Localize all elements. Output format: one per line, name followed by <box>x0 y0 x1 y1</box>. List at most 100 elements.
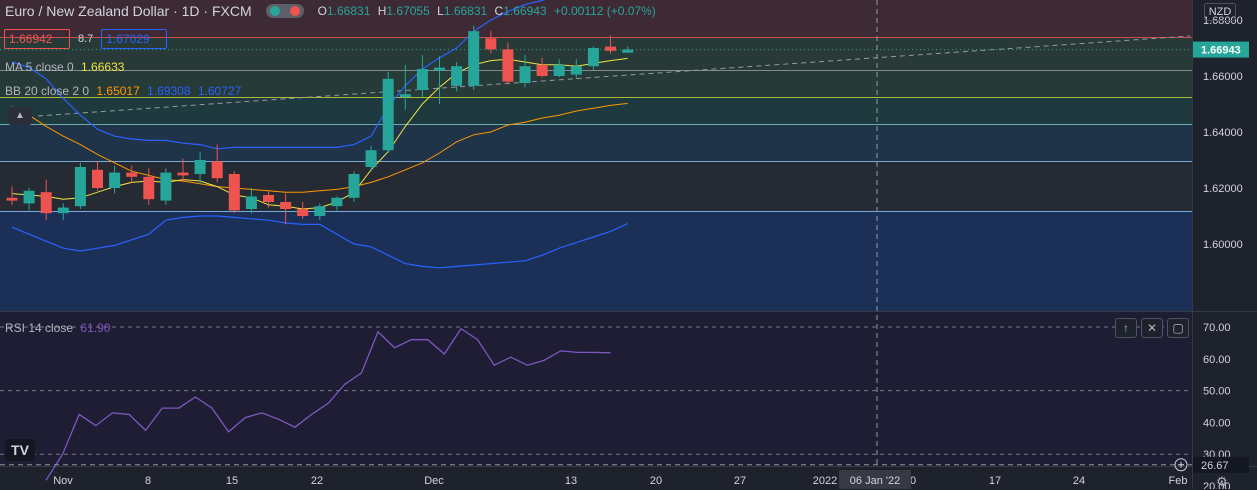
trade-buttons: 1.66942 8.7 1.67029 <box>4 29 168 49</box>
last-price-label: 1.66943 <box>1201 45 1241 57</box>
legend-header: Euro / New Zealand Dollar · 1D · FXCM O1… <box>0 0 656 22</box>
price-zone <box>0 211 1192 311</box>
time-tick-label: Dec <box>424 475 444 487</box>
crosshair-rsi-badge <box>1193 456 1249 473</box>
rsi-tick-label: 60.00 <box>1203 354 1231 366</box>
candle-body <box>485 38 497 50</box>
time-axis[interactable]: Nov81522Dec1320272022101724Feb <box>53 475 1187 487</box>
bb-legend[interactable]: BB 20 close 2 0 1.65017 1.69308 1.60727 <box>5 84 242 98</box>
price-zone <box>0 70 1192 97</box>
time-tick-label: Feb <box>1169 475 1188 487</box>
candle-body <box>228 174 240 211</box>
close-pane-icon[interactable]: ✕ <box>1141 318 1163 338</box>
time-tick-label: 15 <box>226 475 238 487</box>
open-value: 1.66831 <box>326 4 371 18</box>
candle-body <box>622 49 634 53</box>
ma-legend[interactable]: MA 5 close 0 1.66633 <box>5 60 125 74</box>
time-tick-label: Nov <box>53 475 73 487</box>
price-zone <box>0 124 1192 161</box>
candle-body <box>348 174 360 198</box>
collapse-legend-button[interactable]: ▲ <box>8 107 32 125</box>
buy-button[interactable]: 1.67029 <box>101 29 168 49</box>
rsi-pane-background <box>0 312 1192 466</box>
price-tick-label: 1.64000 <box>1203 127 1243 139</box>
candle-body <box>126 172 138 177</box>
candle-body <box>468 31 480 86</box>
symbol-title[interactable]: Euro / New Zealand Dollar · 1D · FXCM <box>5 3 252 19</box>
crosshair-date-label: 06 Jan '22 <box>850 475 900 487</box>
ohlc-values: O1.66831 H1.67055 L1.66831 C1.66943 +0.0… <box>317 4 656 18</box>
candle-body <box>502 49 514 82</box>
candle-body <box>331 197 343 207</box>
bb-lower-line <box>11 215 628 269</box>
add-level-icon <box>1174 458 1188 472</box>
candle-body <box>382 78 394 151</box>
price-tick-label: 1.60000 <box>1203 239 1243 251</box>
candle-body <box>109 172 121 188</box>
candle-body <box>263 195 274 202</box>
rsi-legend[interactable]: RSI 14 close 61.90 <box>5 321 111 335</box>
candle-body <box>245 196 257 209</box>
price-zone <box>0 0 1192 37</box>
tradingview-logo-icon: TV <box>5 439 35 461</box>
candle-body <box>553 64 565 76</box>
bb-basis-line <box>11 102 628 193</box>
maximize-pane-icon[interactable]: ▢ <box>1167 318 1189 338</box>
candle-body <box>6 197 18 201</box>
change-value: +0.00112 (+0.07%) <box>553 4 656 18</box>
time-tick-label: 13 <box>565 475 577 487</box>
time-tick-label: 20 <box>650 475 662 487</box>
price-tick-label: 1.68000 <box>1203 15 1243 27</box>
rsi-tick-label: 40.00 <box>1203 417 1231 429</box>
candle-body <box>40 192 52 214</box>
status-dot-icon <box>269 6 280 16</box>
price-zone <box>0 97 1192 124</box>
candle-body <box>297 209 309 216</box>
candle-body <box>211 161 223 179</box>
eye-icon <box>289 6 300 16</box>
price-tick-label: 1.66000 <box>1203 71 1243 83</box>
price-tick-label: 1.62000 <box>1203 183 1243 195</box>
price-zone <box>0 161 1192 211</box>
time-tick-label: 27 <box>734 475 746 487</box>
bb-upper-line <box>11 0 546 150</box>
candles <box>6 25 634 225</box>
time-tick-label: 2022 <box>813 475 837 487</box>
candle-body <box>570 66 582 75</box>
crosshair-date-badge <box>839 470 911 489</box>
candle-body <box>92 169 103 188</box>
settings-gear-icon[interactable]: ⚙ <box>1216 474 1228 489</box>
candle-body <box>587 48 599 67</box>
candle-body <box>177 172 189 176</box>
last-price-badge <box>1193 41 1249 58</box>
candle-body <box>280 202 292 209</box>
trend-line <box>37 35 1191 117</box>
rsi-tick-label: 70.00 <box>1203 322 1231 334</box>
rsi-tick-label: 50.00 <box>1203 386 1231 398</box>
rsi-tick-label: 20.00 <box>1203 481 1231 489</box>
time-tick-label: 22 <box>311 475 323 487</box>
high-value: 1.67055 <box>386 4 430 18</box>
candle-body <box>23 190 35 204</box>
time-tick-label: 8 <box>145 475 151 487</box>
candle-body <box>74 167 86 207</box>
spread-value: 8.7 <box>78 33 94 45</box>
currency-button[interactable]: NZD <box>1204 3 1236 21</box>
move-pane-up-icon[interactable]: ↑ <box>1115 318 1137 338</box>
sell-button[interactable]: 1.66942 <box>4 29 70 49</box>
candle-body <box>143 176 155 200</box>
candle-body <box>605 46 616 51</box>
candle-body <box>434 67 445 71</box>
close-value: 1.66943 <box>503 4 547 18</box>
visibility-toggle[interactable] <box>265 4 304 18</box>
candle-body <box>416 69 428 90</box>
bollinger-bands <box>11 0 628 269</box>
time-tick-label: 24 <box>1073 475 1085 487</box>
low-value: 1.66831 <box>443 4 488 18</box>
candle-body <box>365 150 377 167</box>
grid <box>0 35 1192 212</box>
candle-body <box>57 207 69 214</box>
